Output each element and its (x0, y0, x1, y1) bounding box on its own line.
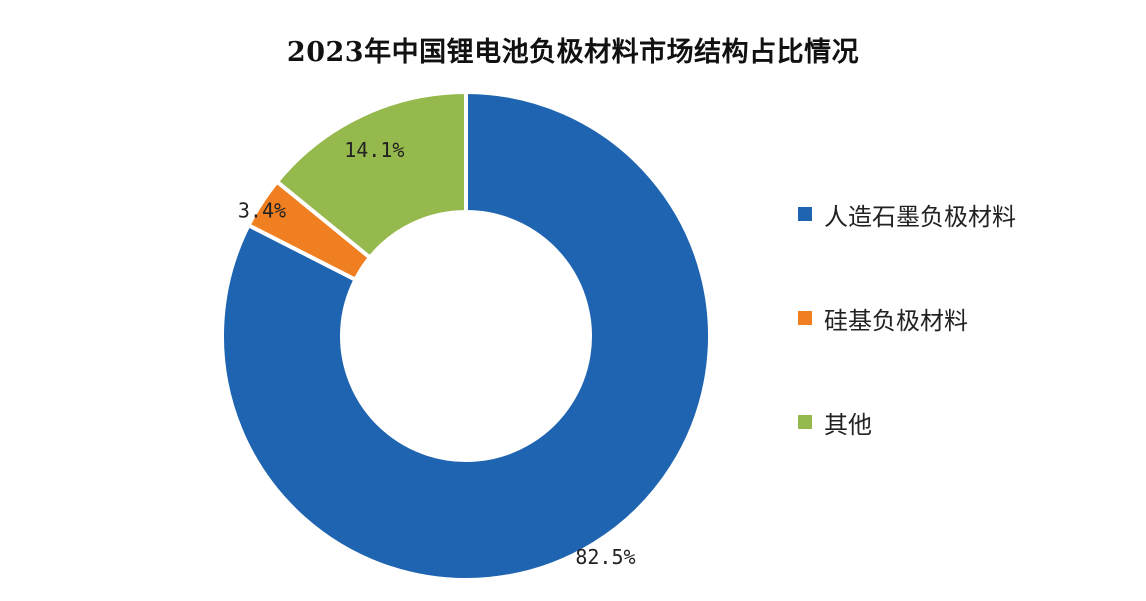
data-label-artificial-graphite: 82.5% (575, 545, 635, 569)
legend: 人造石墨负极材料 硅基负极材料 其他 (798, 188, 1016, 500)
data-label-other: 14.1% (344, 138, 404, 162)
legend-label: 硅基负极材料 (824, 306, 968, 335)
legend-swatch (798, 311, 812, 325)
legend-label: 其他 (824, 410, 872, 439)
data-label-silicon-based: 3.4% (238, 199, 286, 223)
legend-item-silicon-based[interactable]: 硅基负极材料 (798, 292, 1016, 344)
legend-label: 人造石墨负极材料 (824, 202, 1016, 231)
legend-item-artificial-graphite[interactable]: 人造石墨负极材料 (798, 188, 1016, 240)
slice-other[interactable] (274, 89, 468, 261)
slice-artificial-graphite[interactable] (220, 89, 712, 582)
legend-item-other[interactable]: 其他 (798, 396, 1016, 448)
legend-swatch (798, 415, 812, 429)
chart-title: 2023年中国锂电池负极材料市场结构占比情况 (286, 37, 860, 68)
legend-swatch (798, 207, 812, 221)
